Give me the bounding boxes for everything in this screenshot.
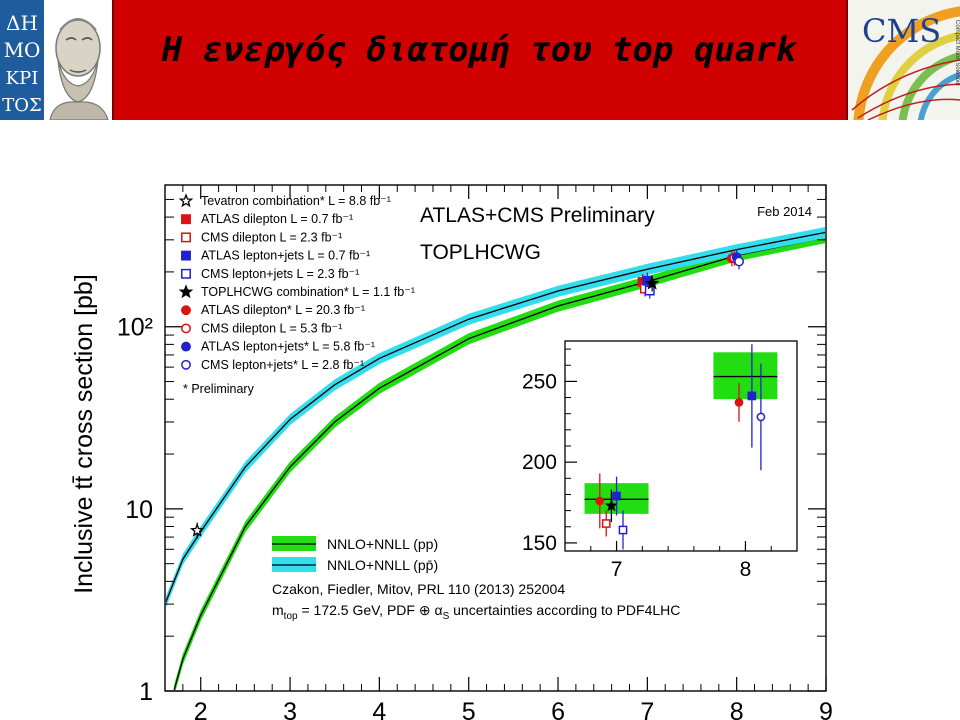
inset-y-tick-label: 250 [522,370,557,393]
slide-header: ΔΗ ΜΟ ΚΡΙ ΤΟΣ Η ενεργός διατομή του top … [0,0,960,121]
cms-logo-text: CMS [862,12,941,50]
legend-marker [178,284,194,299]
x-tick-label: 7 [640,698,654,720]
band-legend-label: NNLO+NNLL (pp̄) [327,557,438,573]
legend-marker [181,250,191,261]
reference-mtop: mtop = 172.5 GeV, PDF ⊕ αS uncertainties… [272,602,680,622]
band-pp [173,232,825,690]
cms-logo-subtext: Compact Muon Solenoid [954,20,960,86]
inset-point [601,519,611,528]
inset-x-tick-label: 8 [740,558,752,581]
logo-left-letters: ΜΟ [4,38,41,62]
cms-logo: CMS Compact Muon Solenoid [846,0,960,120]
inset-y-tick-label: 150 [522,532,557,555]
logo-left-letters: ΤΟΣ [2,95,42,116]
band-legend-label: NNLO+NNLL (pp) [327,536,438,552]
inset-point [595,496,605,506]
legend-entry: ATLAS dilepton* L = 20.3 fb⁻¹ [201,303,365,317]
inset-point [618,525,628,535]
legend-marker [181,268,191,279]
chart-title: ATLAS+CMS Preliminary [420,204,655,227]
measurement-point [189,522,205,537]
legend-marker [181,232,191,243]
legend-entry: Tevatron combination* L = 8.8 fb⁻¹ [201,194,391,208]
x-tick-label: 5 [462,698,476,720]
reference-citation: Czakon, Fiedler, Mitov, PRL 110 (2013) 2… [272,581,565,597]
page-title: Η ενεργός διατομή του top quark [161,30,797,70]
chart-date: Feb 2014 [757,204,812,219]
legend-marker [181,214,191,225]
legend-marker [178,193,194,208]
inset-point [604,498,618,512]
inset-point [747,391,757,401]
legend-entry: TOPLHCWG combination* L = 1.1 fb⁻¹ [201,285,415,299]
band-ppbar [166,227,825,608]
inset-x-tick-label: 7 [611,558,623,581]
inset-plot-area [584,344,778,550]
x-tick-label: 8 [730,698,744,720]
demokritos-logo: ΔΗ ΜΟ ΚΡΙ ΤΟΣ [0,0,114,121]
legend-marker [181,359,191,370]
inset-point [756,412,766,422]
legend-entry: ATLAS lepton+jets L = 0.7 fb⁻¹ [201,249,370,263]
measurement-point [644,275,660,290]
y-axis-label: Inclusive tt̄ cross section [pb] [70,274,98,594]
inset-point [734,398,744,407]
x-tick-label: 4 [372,698,386,720]
legend-entry: CMS lepton+jets L = 2.3 fb⁻¹ [201,267,359,281]
inset-theory-box [713,352,778,400]
inset-point [612,491,621,501]
logo-left-letters: ΔΗ [6,11,38,35]
measurement-point [734,256,745,267]
legend-note: * Preliminary [183,382,255,396]
y-tick-label: 10 [125,496,153,524]
x-tick-label: 2 [194,698,208,720]
x-tick-label: 3 [283,698,297,720]
x-tick-label: 9 [819,698,833,720]
legend-marker [181,323,191,334]
legend-marker [181,305,191,316]
y-tick-label: 1 [139,678,153,706]
inset-y-tick-label: 200 [522,451,557,474]
y-tick-label: 10² [117,314,153,342]
legend-entry: CMS lepton+jets* L = 2.8 fb⁻¹ [201,358,364,372]
legend-entry: ATLAS dilepton L = 0.7 fb⁻¹ [201,212,353,226]
x-tick-label: 6 [551,698,565,720]
legend-marker [181,341,191,352]
line-pp [173,236,825,690]
logo-left-letters: ΚΡΙ [6,68,39,89]
legend-entry: CMS dilepton L = 2.3 fb⁻¹ [201,230,342,244]
legend-entry: ATLAS lepton+jets* L = 5.8 fb⁻¹ [201,340,375,354]
legend-entry: CMS dilepton L = 5.3 fb⁻¹ [201,321,342,335]
chart-subtitle: TOPLHCWG [420,241,541,264]
